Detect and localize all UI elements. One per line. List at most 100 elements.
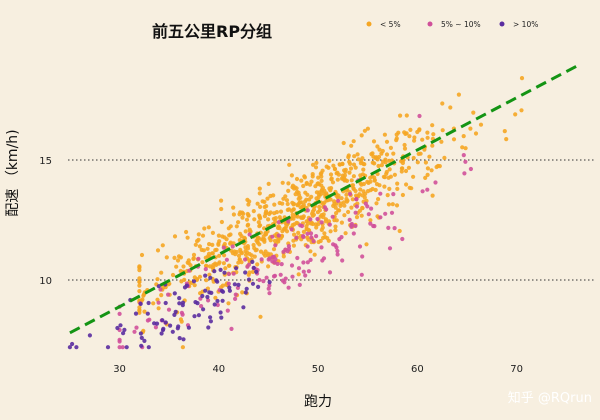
scatter-point: [203, 288, 208, 293]
scatter-point: [232, 282, 237, 287]
scatter-point: [292, 232, 297, 237]
scatter-point: [178, 268, 183, 274]
scatter-point: [384, 139, 390, 144]
scatter-point: [382, 184, 387, 189]
scatter-point: [286, 219, 291, 224]
scatter-point: [373, 187, 378, 193]
scatter-point: [347, 170, 352, 175]
scatter-point: [324, 198, 329, 203]
scatter-point: [151, 301, 156, 306]
scatter-point: [307, 202, 312, 207]
scatter-point: [308, 249, 313, 254]
scatter-point: [328, 172, 334, 177]
scatter-point: [314, 234, 319, 239]
scatter-point: [277, 226, 282, 231]
scatter-point: [293, 192, 298, 197]
scatter-point: [384, 152, 390, 157]
scatter-point: [282, 280, 287, 285]
scatter-point: [203, 255, 208, 260]
scatter-point: [402, 142, 407, 148]
scatter-point: [120, 345, 125, 350]
scatter-point: [430, 193, 435, 198]
scatter-point: [340, 258, 345, 263]
scatter-point: [219, 219, 224, 225]
scatter-point: [203, 263, 209, 268]
scatter-point: [166, 307, 172, 312]
scatter-point: [388, 145, 393, 150]
x-tick-label-30: 30: [113, 364, 126, 375]
scatter-point: [155, 277, 160, 282]
scatter-point: [335, 170, 340, 175]
scatter-point: [233, 296, 238, 301]
scatter-point: [305, 260, 310, 265]
scatter-point: [304, 181, 309, 186]
scatter-point: [412, 135, 417, 140]
scatter-point: [320, 185, 325, 191]
scatter-point: [191, 279, 197, 284]
scatter-point: [236, 253, 242, 258]
scatter-point: [291, 238, 296, 243]
scatter-point: [209, 290, 214, 295]
scatter-point: [168, 323, 173, 328]
scatter-point: [342, 213, 347, 218]
scatter-point: [145, 311, 150, 316]
scatter-point: [358, 173, 363, 178]
scatter-point: [379, 163, 384, 168]
scatter-point: [331, 203, 336, 208]
scatter-point: [225, 308, 230, 313]
scatter-point: [456, 92, 461, 97]
scatter-point: [333, 224, 338, 229]
x-axis-ticks: 30 40 50 60 70: [113, 364, 523, 375]
scatter-point: [163, 300, 168, 306]
scatter-point: [139, 335, 144, 340]
scatter-point: [381, 174, 386, 179]
scatter-point: [306, 227, 311, 232]
scatter-point: [305, 221, 310, 226]
scatter-point: [258, 204, 263, 209]
scatter-point: [337, 208, 342, 213]
y-tick-label-10: 10: [39, 276, 52, 287]
legend: < 5% 5% ~ 10% > 10%: [366, 20, 538, 29]
scatter-point: [362, 128, 367, 133]
scatter-point: [440, 128, 445, 133]
scatter-point: [245, 264, 250, 269]
scatter-point: [368, 221, 373, 226]
scatter-point: [197, 244, 202, 249]
scatter-point: [338, 203, 343, 208]
scatter-point: [378, 191, 383, 196]
scatter-point: [337, 237, 342, 242]
scatter-point: [240, 215, 245, 220]
scatter-point: [216, 233, 221, 238]
scatter-point: [310, 172, 315, 177]
scatter-point: [392, 226, 397, 231]
scatter-point: [159, 270, 164, 275]
scatter-point: [407, 185, 412, 190]
scatter-point: [359, 272, 364, 277]
scatter-point: [370, 160, 375, 165]
scatter-point: [299, 178, 304, 183]
scatter-point: [180, 345, 185, 350]
scatter-point: [160, 318, 165, 323]
scatter-point: [363, 191, 368, 196]
scatter-point: [244, 286, 249, 291]
scatter-point: [404, 113, 409, 118]
scatter-point: [191, 256, 196, 261]
scatter-point: [228, 241, 233, 246]
scatter-point: [260, 199, 265, 204]
scatter-point: [192, 314, 197, 319]
scatter-point: [249, 253, 254, 258]
scatter-point: [427, 154, 432, 159]
scatter-point: [440, 101, 445, 106]
scatter-point: [192, 275, 197, 280]
scatter-point: [134, 325, 139, 330]
scatter-point: [305, 244, 310, 249]
scatter-point: [208, 275, 213, 280]
scatter-point: [411, 155, 416, 161]
scatter-point: [227, 285, 232, 290]
scatter-point: [180, 300, 186, 305]
scatter-point: [358, 187, 363, 192]
scatter-point: [156, 300, 161, 305]
scatter-point: [336, 198, 341, 203]
scatter-point: [285, 207, 290, 212]
